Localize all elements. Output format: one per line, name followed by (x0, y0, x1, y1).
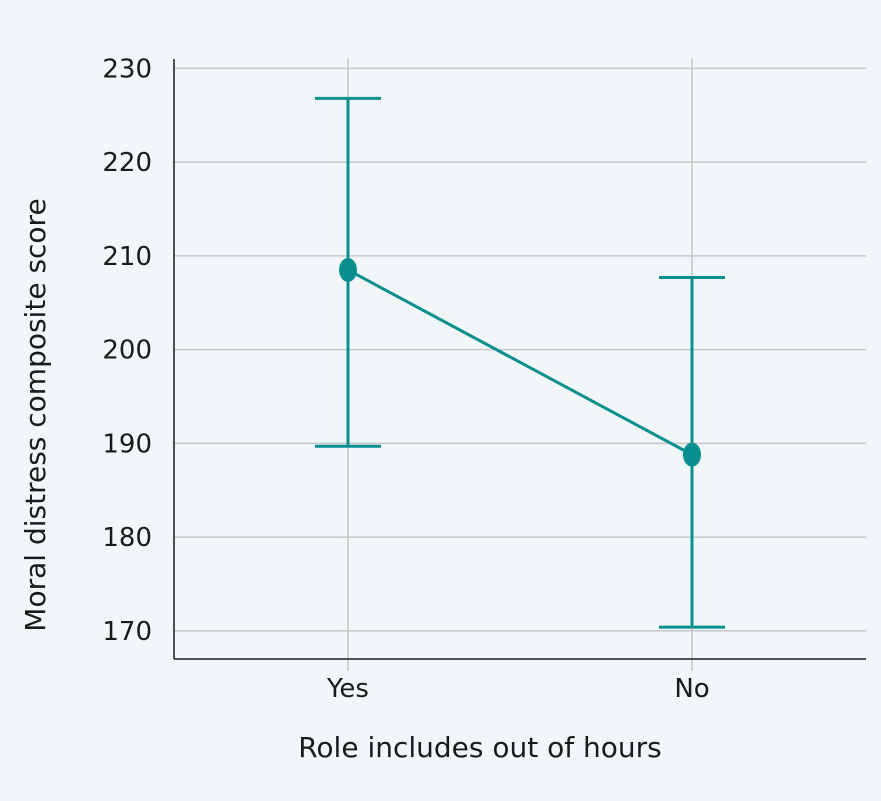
x-tick-label: No (674, 674, 709, 704)
data-point (683, 442, 701, 467)
y-tick-label: 210 (102, 242, 152, 272)
y-tick-label: 200 (102, 336, 152, 366)
axes (173, 59, 866, 660)
y-axis-label: Moral distress composite score (19, 198, 52, 631)
y-tick-label: 180 (102, 523, 152, 553)
y-tick-label: 230 (102, 54, 152, 84)
y-tick-label: 220 (102, 148, 152, 178)
grid-lines (174, 59, 866, 671)
data-series (315, 96, 725, 629)
y-tick-label: 170 (102, 617, 152, 647)
data-point (339, 257, 357, 282)
y-tick-label: 190 (102, 429, 152, 459)
tick-labels: 170 180 190 200 210 220 230 Yes No (102, 54, 709, 704)
series-line (347, 268, 693, 456)
x-axis-label: Role includes out of hours (298, 731, 662, 764)
x-tick-label: Yes (326, 674, 369, 704)
